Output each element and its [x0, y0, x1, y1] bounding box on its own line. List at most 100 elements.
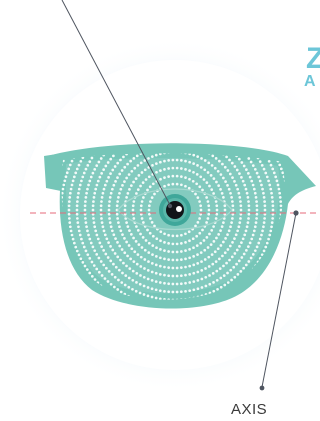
ring-dot [125, 264, 128, 268]
ring-dot [175, 282, 179, 286]
ring-dot [216, 169, 220, 173]
ring-dot [218, 257, 221, 261]
ring-dot [179, 266, 183, 269]
ring-dot [230, 161, 234, 165]
ring-dot [83, 212, 87, 216]
ring-dot [112, 154, 115, 158]
ring-dot [91, 212, 95, 216]
ring-dot [184, 265, 187, 269]
ring-dot [91, 245, 95, 249]
ring-dot [219, 244, 223, 247]
ring-dot [265, 175, 269, 179]
ring-dot [240, 176, 243, 179]
ring-dot [67, 212, 71, 216]
ring-dot [139, 265, 143, 268]
ring-dot [113, 165, 117, 168]
ring-dot [198, 217, 201, 220]
ring-dot [238, 245, 241, 248]
ring-dot [95, 233, 99, 237]
ring-dot [102, 168, 105, 171]
ring-dot [150, 221, 154, 224]
ring-dot [81, 261, 85, 264]
ring-dot [215, 208, 219, 212]
ring-dot [253, 225, 257, 229]
ring-dot [238, 172, 241, 175]
ring-dot [70, 233, 74, 237]
ring-dot [123, 237, 126, 240]
ring-dot [241, 237, 245, 241]
ring-dot [155, 246, 158, 250]
ring-dot [135, 272, 139, 275]
ring-dot [61, 191, 64, 195]
ring-dot [81, 175, 85, 179]
ring-dot [123, 204, 127, 208]
ring-dot [89, 175, 93, 179]
ring-dot [106, 161, 110, 164]
ring-dot [146, 286, 150, 289]
ring-dot [84, 200, 87, 203]
ring-dot [239, 212, 243, 216]
ring-dot [258, 237, 262, 241]
ring-dot [267, 159, 271, 163]
ring-dot [68, 221, 72, 224]
ring-dot [121, 184, 124, 187]
axis-label: AXIS [231, 401, 268, 418]
ring-dot [223, 208, 227, 212]
ring-dot [99, 208, 103, 212]
ring-dot [242, 164, 246, 168]
ring-dot [207, 265, 211, 268]
ring-dot [247, 204, 251, 208]
ring-dot [116, 176, 119, 179]
ring-dot [198, 200, 201, 203]
ring-dot [255, 245, 259, 249]
ring-dot [150, 262, 154, 265]
ring-dot [90, 260, 94, 264]
ring-dot [83, 264, 87, 268]
ring-dot [122, 155, 125, 159]
ring-dot [163, 265, 166, 269]
ring-dot [68, 225, 72, 229]
ring-dot [151, 182, 155, 186]
ring-dot [74, 245, 78, 249]
ring-dot [171, 234, 175, 238]
ring-dot [233, 252, 237, 255]
ring-dot [199, 204, 202, 208]
ring-dot [84, 249, 88, 253]
ring-dot [179, 290, 183, 294]
ring-dot [279, 200, 283, 203]
ring-dot [274, 175, 278, 179]
ring-dot [227, 187, 231, 191]
ring-dot [153, 224, 156, 228]
ring-dot [67, 200, 71, 203]
ring-dot [254, 221, 258, 224]
ring-dot [108, 221, 112, 224]
ring-dot [187, 230, 191, 234]
ring-dot [219, 188, 222, 191]
ring-dot [146, 188, 149, 192]
ring-dot [180, 233, 183, 237]
ring-dot [93, 225, 97, 229]
ring-dot [79, 159, 83, 163]
ring-dot [126, 254, 129, 258]
ring-dot [211, 154, 215, 158]
ring-dot [243, 183, 247, 187]
ring-dot [138, 291, 142, 295]
ring-dot [118, 244, 122, 248]
ring-dot [140, 217, 144, 220]
ring-dot [111, 248, 115, 252]
ring-dot [228, 244, 232, 248]
ring-dot [262, 225, 265, 229]
ring-dot [247, 171, 250, 175]
ring-dot [163, 257, 166, 261]
ring-dot [219, 229, 222, 232]
ring-dot [123, 212, 127, 216]
ring-dot [271, 200, 274, 203]
ring-dot [265, 241, 269, 245]
ring-dot [262, 249, 266, 253]
ring-dot [159, 248, 162, 251]
ring-dot [210, 164, 214, 167]
ring-dot [215, 269, 219, 273]
ring-dot [143, 159, 147, 162]
ring-dot [107, 204, 111, 208]
ring-dot [276, 183, 280, 187]
